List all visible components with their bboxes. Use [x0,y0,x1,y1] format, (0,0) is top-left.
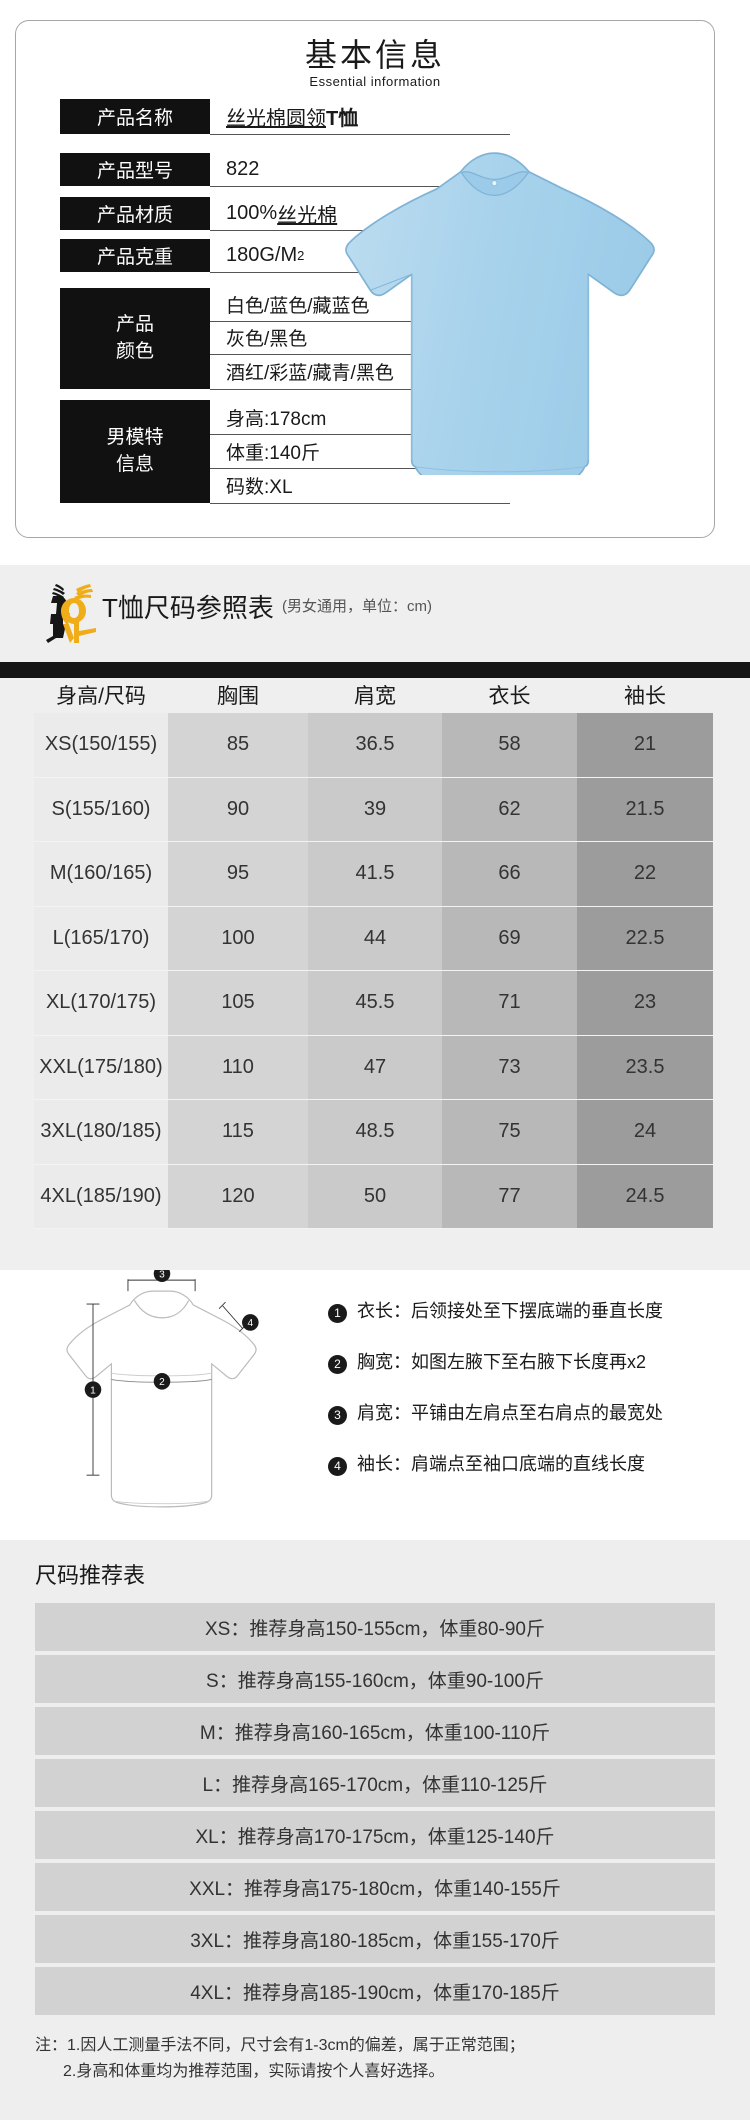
svg-text:3: 3 [159,1270,165,1280]
svg-text:1: 1 [90,1385,96,1396]
svg-text:4: 4 [248,1318,254,1329]
svg-text:2: 2 [159,1377,165,1388]
